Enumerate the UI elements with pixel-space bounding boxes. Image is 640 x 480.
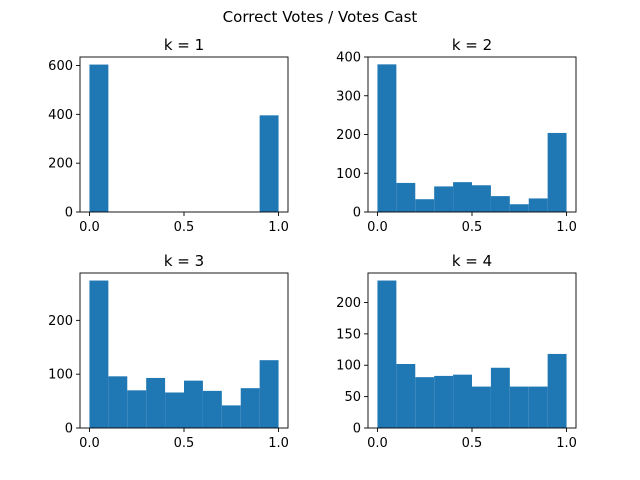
histogram-bar <box>184 380 203 428</box>
histogram-bar <box>259 115 279 212</box>
histogram-bar <box>89 64 109 213</box>
subplot-2: k = 2 0.0 0.5 1.0 0 100 200 300 400 <box>336 36 577 235</box>
histogram-bar <box>415 377 435 428</box>
x-tick-label: 0.0 <box>79 220 100 235</box>
histogram-bar <box>490 196 510 212</box>
subplot-3: k = 3 0.0 0.5 1.0 0 100 200 <box>48 252 289 451</box>
histogram-bar <box>453 374 472 428</box>
histogram-bar <box>259 360 279 428</box>
histogram-bar <box>396 182 416 212</box>
subplot-title: k = 1 <box>164 36 204 54</box>
histogram-bars <box>377 64 567 212</box>
histogram-bar <box>528 198 548 212</box>
y-tick-label: 100 <box>336 359 361 374</box>
histogram-bar <box>89 280 109 428</box>
y-tick-label: 100 <box>336 167 361 182</box>
y-tick-label: 150 <box>336 327 361 342</box>
histogram-bar <box>202 390 222 428</box>
x-tick-label: 0.0 <box>367 220 388 235</box>
subplot-1: k = 1 0.0 0.5 1.0 0 200 400 600 <box>48 36 289 235</box>
histogram-bar <box>396 363 416 428</box>
x-tick-label: 1.0 <box>556 436 577 451</box>
y-tick-label: 200 <box>336 128 361 143</box>
figure-suptitle: Correct Votes / Votes Cast <box>223 8 418 26</box>
x-tick-label: 0.5 <box>462 436 483 451</box>
histogram-bars <box>89 280 279 428</box>
x-tick-label: 1.0 <box>556 220 577 235</box>
y-tick-label: 0 <box>353 206 361 221</box>
y-tick-label: 0 <box>65 422 73 437</box>
subplot-title: k = 3 <box>164 252 204 270</box>
x-tick-label: 0.5 <box>174 436 195 451</box>
y-tick-label: 200 <box>336 296 361 311</box>
x-tick-label: 0.5 <box>462 220 483 235</box>
histogram-bar <box>472 185 491 212</box>
histogram-bar <box>453 182 472 212</box>
histogram-bar <box>547 132 567 212</box>
y-tick-label: 200 <box>48 157 73 172</box>
y-tick-label: 100 <box>48 368 73 383</box>
y-tick-label: 300 <box>336 89 361 104</box>
histogram-bars <box>89 64 279 213</box>
y-tick-label: 400 <box>48 108 73 123</box>
histogram-bar <box>528 386 548 428</box>
histogram-bar <box>377 64 397 212</box>
histogram-bar <box>221 405 241 428</box>
histogram-bar <box>509 204 529 212</box>
y-tick-label: 0 <box>65 206 73 221</box>
y-tick-label: 200 <box>48 314 73 329</box>
subplot-title: k = 2 <box>452 36 492 54</box>
histogram-bars <box>377 280 567 428</box>
x-tick-label: 1.0 <box>268 220 289 235</box>
subplot-title: k = 4 <box>452 252 492 270</box>
histogram-bar <box>108 376 128 428</box>
histogram-bar <box>547 353 567 428</box>
x-tick-label: 0.0 <box>367 436 388 451</box>
histogram-bar <box>509 386 529 428</box>
subplot-4: k = 4 0.0 0.5 1.0 0 50 100 150 200 <box>336 252 577 451</box>
histogram-bar <box>146 377 166 428</box>
x-tick-label: 0.0 <box>79 436 100 451</box>
y-tick-label: 600 <box>48 59 73 74</box>
y-tick-label: 50 <box>344 390 361 405</box>
histogram-bar <box>472 386 491 428</box>
histogram-bar <box>165 392 184 428</box>
histogram-bar <box>127 390 147 428</box>
subplot-grid: k = 1 0.0 0.5 1.0 0 200 400 600 k = 2 0.0 0.5 1.0 0 1… <box>48 36 577 451</box>
histogram-bar <box>434 375 454 428</box>
histogram-bar <box>490 367 510 428</box>
histogram-bar <box>240 388 260 428</box>
x-tick-label: 0.5 <box>174 220 195 235</box>
x-tick-label: 1.0 <box>268 436 289 451</box>
histogram-bar <box>377 280 397 428</box>
histogram-bar <box>415 199 435 212</box>
y-tick-label: 0 <box>353 422 361 437</box>
histogram-bar <box>434 186 454 212</box>
y-tick-label: 400 <box>336 51 361 66</box>
